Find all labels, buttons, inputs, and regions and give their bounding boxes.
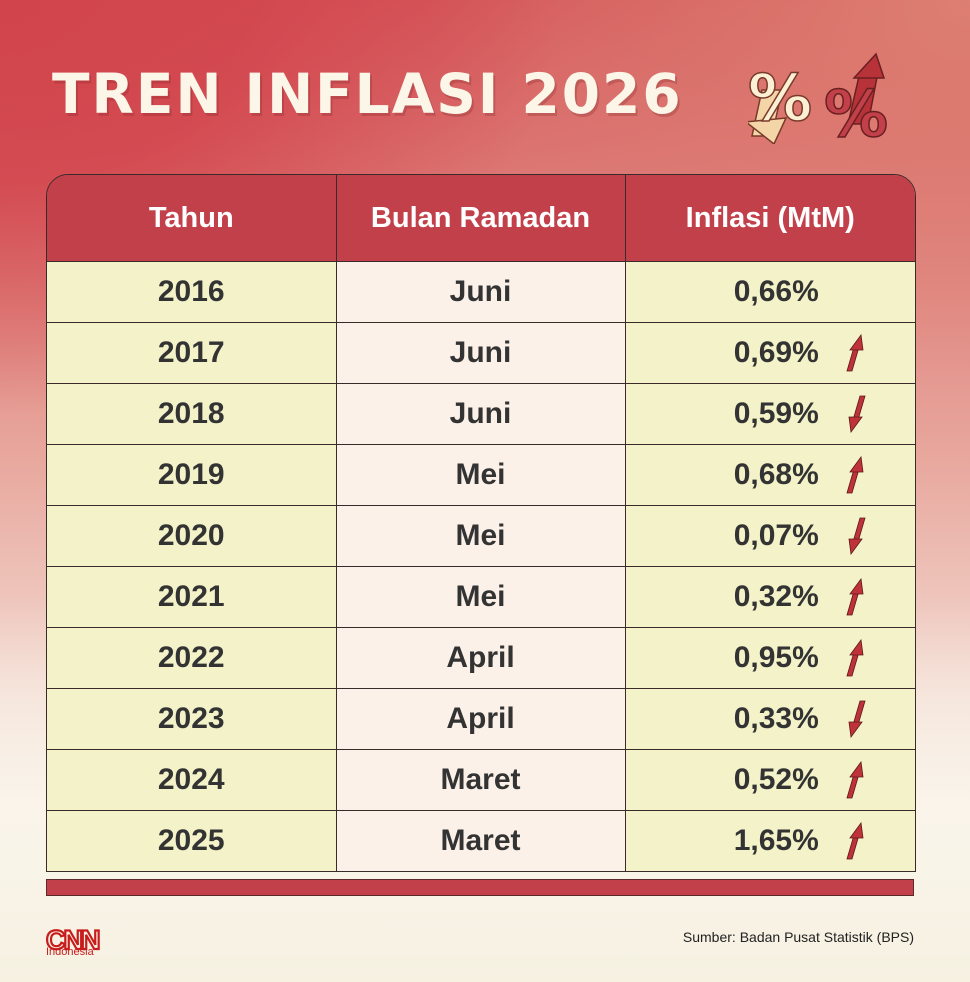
inflation-value: 0,68% <box>733 458 819 491</box>
inflation-value: 0,59% <box>733 397 819 430</box>
source-note: Sumber: Badan Pusat Statistik (BPS) <box>682 929 914 945</box>
ramadan-month-cell: Juni <box>335 322 625 384</box>
cnn-logo: CNN <box>46 924 102 956</box>
inflation-value: 0,32% <box>733 580 819 613</box>
trend-up-arrow-icon <box>845 822 863 860</box>
year-cell: 2023 <box>47 688 336 750</box>
inflation-cell: 0,07% <box>624 505 915 567</box>
year-cell: 2022 <box>47 627 336 689</box>
table-row: 2021 Mei 0,32% <box>47 566 915 628</box>
table-row: 2017 Juni 0,69% <box>47 322 915 384</box>
inflation-cell: 0,32% <box>624 566 915 628</box>
trend-down-arrow-icon <box>848 395 866 433</box>
svg-text:%: % <box>824 78 888 144</box>
inflation-cell: 0,95% <box>624 627 915 689</box>
page-title: TREN INFLASI 2026 <box>52 62 683 126</box>
trend-up-arrow-icon <box>845 761 863 799</box>
trend-up-arrow-icon <box>845 578 863 616</box>
year-cell: 2020 <box>47 505 336 567</box>
inflation-cell: 0,68% <box>624 444 915 506</box>
trend-down-arrow-icon <box>848 700 866 738</box>
table-row: 2024 Maret 0,52% <box>47 749 915 811</box>
percent-icons: % % <box>748 52 889 144</box>
inflation-cell: 0,52% <box>624 749 915 811</box>
year-cell: 2025 <box>47 810 336 871</box>
inflation-cell: 1,65% <box>624 810 915 871</box>
table-row: 2020 Mei 0,07% <box>47 505 915 567</box>
inflation-value: 0,66% <box>733 275 819 308</box>
ramadan-month-cell: April <box>335 688 625 750</box>
inflation-cell: 0,59% <box>624 383 915 445</box>
percent-up-icon: % <box>823 52 889 144</box>
percent-down-icon: % <box>748 61 813 144</box>
inflation-table: Tahun Bulan Ramadan Inflasi (MtM) 2016 Ju… <box>46 174 916 872</box>
inflation-value: 0,95% <box>733 641 819 674</box>
year-cell: 2021 <box>47 566 336 628</box>
ramadan-month-cell: Maret <box>335 749 625 811</box>
ramadan-month-cell: Juni <box>335 383 625 445</box>
column-header-month: Bulan Ramadan <box>335 175 625 262</box>
inflation-cell: 0,33% <box>624 688 915 750</box>
inflation-value: 0,33% <box>733 702 819 735</box>
year-cell: 2019 <box>47 444 336 506</box>
ramadan-month-cell: April <box>335 627 625 689</box>
ramadan-month-cell: Mei <box>335 566 625 628</box>
column-header-year: Tahun <box>47 175 336 262</box>
inflation-value: 0,07% <box>733 519 819 552</box>
svg-text:CNN: CNN <box>46 925 99 955</box>
inflation-cell: 0,66% <box>624 261 915 323</box>
column-header-inflation: Inflasi (MtM) <box>624 175 915 262</box>
svg-text:%: % <box>748 62 812 136</box>
inflation-value: 0,69% <box>733 336 819 369</box>
trend-up-arrow-icon <box>845 456 863 494</box>
ramadan-month-cell: Juni <box>335 261 625 323</box>
ramadan-month-cell: Maret <box>335 810 625 871</box>
ramadan-month-cell: Mei <box>335 505 625 567</box>
inflation-cell: 0,69% <box>624 322 915 384</box>
year-cell: 2017 <box>47 322 336 384</box>
ramadan-month-cell: Mei <box>335 444 625 506</box>
trend-up-arrow-icon <box>845 639 863 677</box>
table-row: 2016 Juni 0,66% <box>47 261 915 323</box>
inflation-value: 0,52% <box>733 763 819 796</box>
bottom-bar <box>46 879 914 896</box>
trend-down-arrow-icon <box>848 517 866 555</box>
table-header-row: Tahun Bulan Ramadan Inflasi (MtM) <box>47 175 915 262</box>
table-row: 2018 Juni 0,59% <box>47 383 915 445</box>
table-row: 2025 Maret 1,65% <box>47 810 915 871</box>
trend-up-arrow-icon <box>845 334 863 372</box>
table-row: 2022 April 0,95% <box>47 627 915 689</box>
logo-subtitle: Indonesia <box>46 946 94 958</box>
table-row: 2023 April 0,33% <box>47 688 915 750</box>
table-row: 2019 Mei 0,68% <box>47 444 915 506</box>
inflation-value: 1,65% <box>733 824 819 857</box>
year-cell: 2018 <box>47 383 336 445</box>
year-cell: 2016 <box>47 261 336 323</box>
year-cell: 2024 <box>47 749 336 811</box>
